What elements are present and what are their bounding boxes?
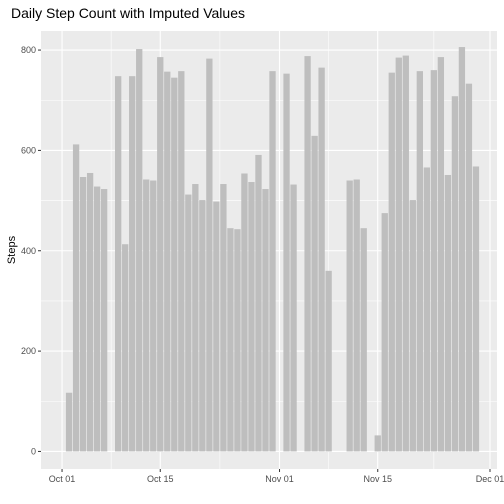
bar	[444, 174, 452, 452]
bar	[304, 56, 311, 452]
bar	[143, 179, 150, 452]
bar	[458, 47, 466, 452]
bar	[381, 213, 388, 452]
x-tick-label: Nov 01	[265, 474, 294, 484]
bar	[318, 67, 325, 452]
bar	[360, 228, 367, 452]
bar	[283, 73, 290, 452]
bar	[388, 72, 395, 452]
bar	[115, 76, 122, 452]
bar	[472, 166, 480, 452]
bar	[451, 96, 459, 452]
bar	[423, 167, 431, 452]
y-axis-title: Steps	[6, 235, 18, 264]
x-tick-label: Oct 15	[147, 474, 174, 484]
bar	[72, 144, 80, 452]
bar	[79, 177, 87, 452]
y-tick-label: 200	[21, 346, 36, 356]
bar	[227, 228, 234, 452]
bar	[122, 244, 129, 452]
x-axis: Oct 01 Oct 15 Nov 01 Nov 15 Dec 01	[49, 469, 504, 484]
bar	[248, 182, 255, 452]
bar	[409, 200, 416, 452]
bar	[374, 435, 381, 452]
bar	[430, 70, 438, 452]
y-tick-label: 800	[21, 45, 36, 55]
bar	[206, 58, 213, 452]
bar	[416, 71, 423, 452]
bar	[255, 154, 262, 452]
x-tick-label: Nov 15	[363, 474, 392, 484]
bar	[220, 184, 227, 452]
bar	[178, 71, 185, 452]
bar	[65, 392, 73, 452]
bar	[402, 55, 409, 452]
bar	[93, 186, 101, 452]
bar	[164, 71, 171, 452]
bar	[353, 179, 360, 452]
bar	[346, 180, 353, 452]
bar	[269, 71, 276, 452]
y-tick-label: 0	[31, 446, 36, 456]
bar	[234, 229, 241, 452]
bar	[395, 57, 402, 452]
bar	[136, 49, 143, 452]
bar	[199, 200, 206, 452]
x-tick-label: Dec 01	[476, 474, 504, 484]
bar	[241, 173, 248, 452]
bar	[290, 184, 297, 452]
y-axis: 0 200 400 600 800	[21, 45, 41, 456]
bar	[192, 184, 199, 452]
bar	[311, 135, 318, 452]
bar	[185, 194, 192, 452]
y-tick-label: 400	[21, 246, 36, 256]
y-tick-label: 600	[21, 145, 36, 155]
bar	[437, 57, 445, 452]
bar	[86, 172, 94, 452]
bar	[171, 77, 178, 452]
bar	[465, 83, 473, 452]
x-tick-label: Oct 01	[49, 474, 76, 484]
bar	[129, 76, 136, 452]
bar	[213, 201, 220, 452]
bar	[262, 189, 269, 452]
bar	[325, 270, 332, 452]
bar	[100, 189, 108, 452]
bar	[150, 180, 157, 452]
bars	[65, 47, 480, 452]
chart-title: Daily Step Count with Imputed Values	[11, 5, 245, 21]
bar	[157, 57, 164, 452]
